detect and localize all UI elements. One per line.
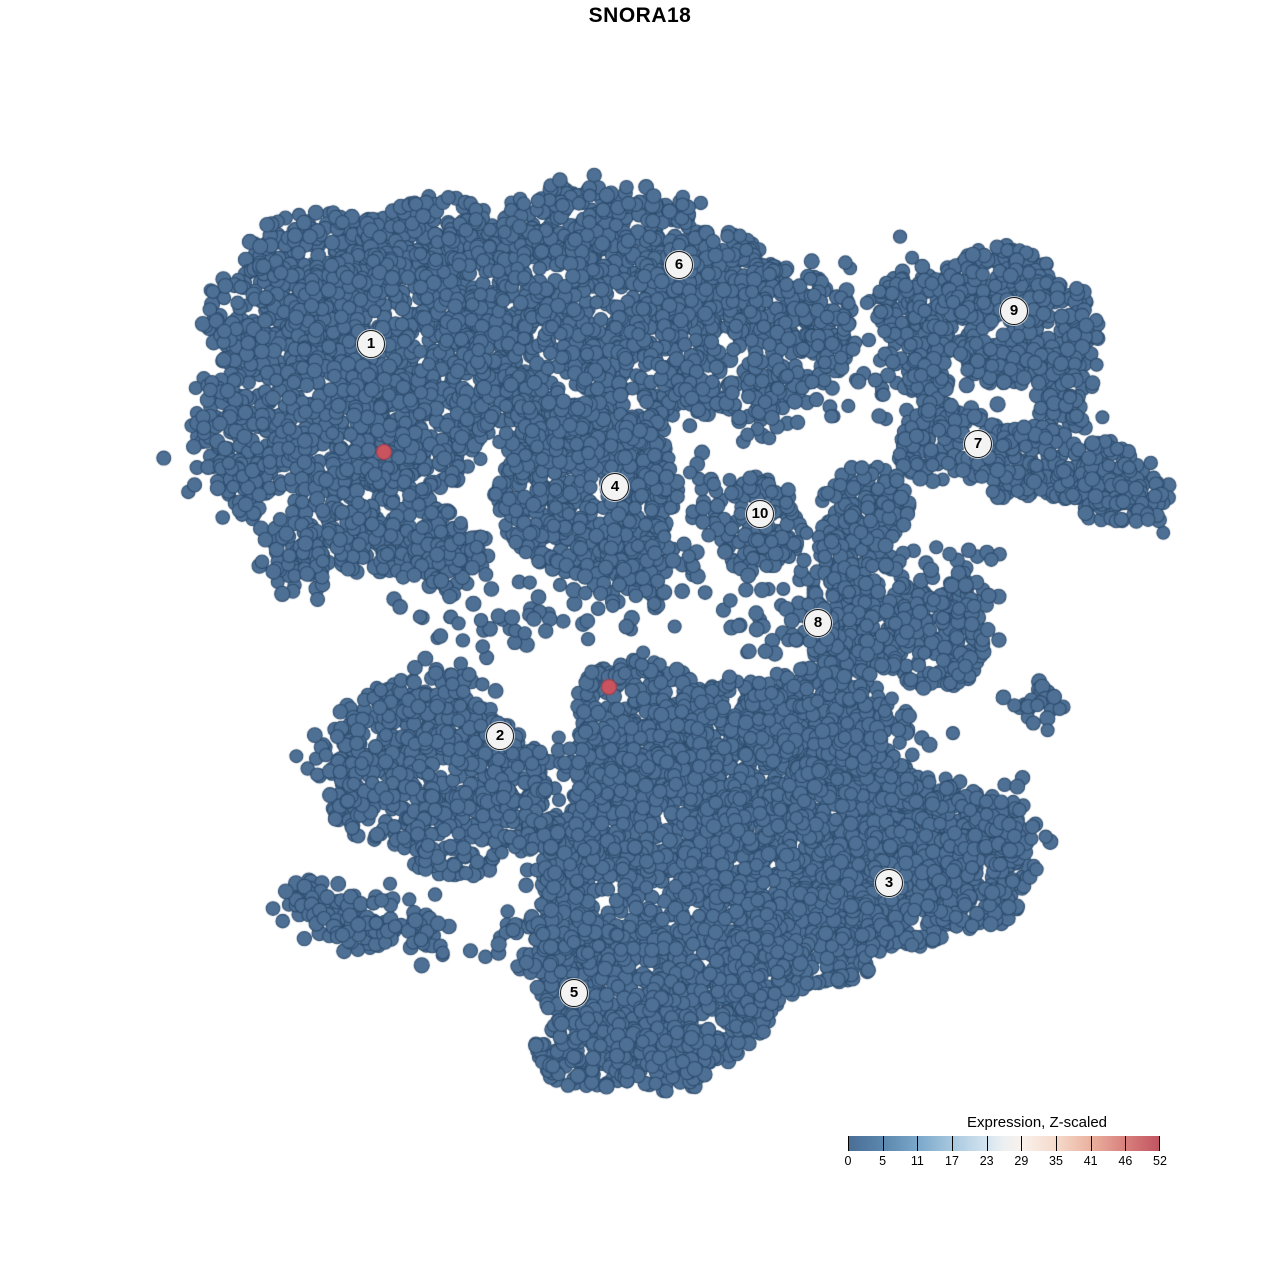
legend-tick-label: 52 (1153, 1154, 1167, 1168)
legend-tick-mark (882, 1136, 884, 1151)
legend-colorbar (848, 1136, 1160, 1151)
legend-tick-label: 41 (1083, 1154, 1098, 1168)
legend-tick-mark (1021, 1136, 1023, 1151)
legend-tick-label: 17 (945, 1154, 959, 1168)
legend-tick-label: 46 (1118, 1154, 1133, 1168)
legend-tick-label: 35 (1049, 1154, 1063, 1168)
cluster-label-7: 7 (964, 430, 992, 458)
legend-tick-mark (951, 1136, 953, 1151)
cluster-label-8: 8 (804, 609, 832, 637)
legend-tick-labels: 0 5 11 17 23 29 35 41 46 52 (844, 1154, 1167, 1170)
cluster-label-10: 10 (746, 500, 774, 528)
cluster-label-2: 2 (486, 722, 514, 750)
legend-tick-label: 23 (979, 1154, 994, 1168)
legend-tick-mark (1159, 1136, 1160, 1151)
cluster-label-3: 3 (875, 869, 903, 897)
legend-tick-mark (986, 1136, 988, 1151)
cluster-label-9: 9 (1000, 297, 1028, 325)
legend-tick-mark (848, 1136, 849, 1151)
cluster-label-6: 6 (665, 251, 693, 279)
legend-tick-label: 11 (910, 1154, 924, 1168)
legend-tick-label: 29 (1014, 1154, 1029, 1168)
cluster-label-4: 4 (601, 473, 629, 501)
cluster-label-5: 5 (560, 979, 588, 1007)
legend-title: Expression, Z-scaled (966, 1114, 1108, 1131)
legend-tick-mark (917, 1136, 919, 1151)
legend-tick-label: 5 (879, 1154, 887, 1168)
legend-tick-mark (1125, 1136, 1127, 1151)
expression-legend: Expression, Z-scaled 0 5 11 17 23 29 35 41 46 52 (844, 1114, 1167, 1170)
legend-tick-mark (1055, 1136, 1057, 1151)
cluster-label-1: 1 (357, 330, 385, 358)
legend-tick-label: 0 (844, 1154, 852, 1168)
legend-tick-mark (1090, 1136, 1092, 1151)
